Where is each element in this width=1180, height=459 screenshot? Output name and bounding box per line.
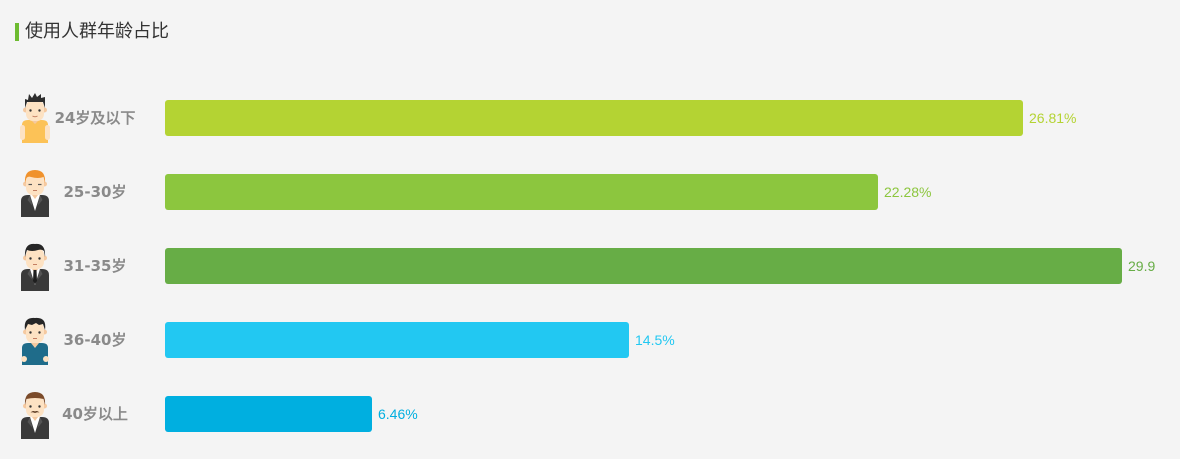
man-teal-shirt-icon xyxy=(18,315,52,365)
category-label: 24岁及以下 xyxy=(54,109,136,127)
chart-title: 使用人群年龄占比 xyxy=(25,21,169,42)
bar-row: 24岁及以下 26.81% xyxy=(0,93,1180,143)
bar xyxy=(165,322,629,358)
category-label: 36-40岁 xyxy=(63,331,127,349)
value-label: 6.46% xyxy=(378,406,418,422)
bar xyxy=(165,396,372,432)
man-suit-tie-icon xyxy=(18,241,52,291)
man-teal-shirt-icon xyxy=(21,317,49,365)
orange-hair-man-suit-icon xyxy=(18,167,52,217)
bar-row: 31-35岁 29.9 xyxy=(0,243,1180,291)
mustache-man-suit-icon xyxy=(21,392,49,439)
chart-header: 使用人群年龄占比 xyxy=(15,23,169,41)
boy-yellow-shirt-icon xyxy=(20,93,50,143)
bar xyxy=(165,248,1122,284)
title-accent-bar xyxy=(15,23,19,41)
value-label: 22.28% xyxy=(884,184,932,200)
value-label: 29.9 xyxy=(1128,258,1156,274)
boy-yellow-shirt-icon xyxy=(18,93,52,143)
man-suit-tie-icon xyxy=(21,243,49,291)
bar-row: 40岁以上 6.46% xyxy=(0,392,1180,439)
category-label: 25-30岁 xyxy=(63,183,127,201)
bar xyxy=(165,174,878,210)
mustache-man-suit-icon xyxy=(18,389,52,439)
bar-row: 25-30岁 22.28% xyxy=(0,170,1180,217)
value-label: 14.5% xyxy=(635,332,675,348)
category-label: 40岁以上 xyxy=(62,405,128,423)
bar xyxy=(165,100,1023,136)
value-label: 26.81% xyxy=(1029,110,1077,126)
orange-hair-man-suit-icon xyxy=(21,170,49,217)
category-label: 31-35岁 xyxy=(63,257,127,275)
bar-row: 36-40岁 14.5% xyxy=(0,317,1180,365)
